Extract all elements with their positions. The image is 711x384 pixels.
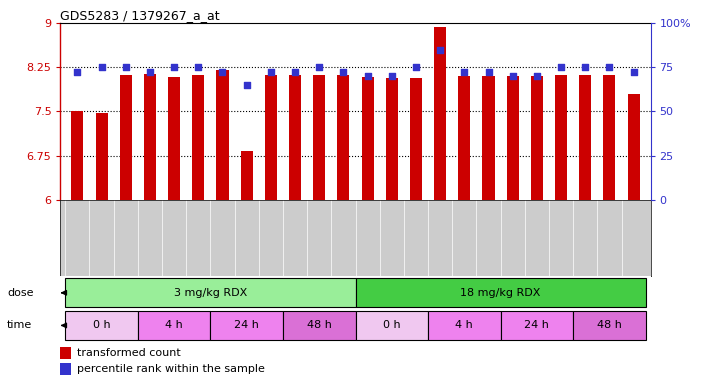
Text: transformed count: transformed count	[77, 348, 181, 358]
Point	[169, 64, 180, 70]
Bar	[119, 75, 132, 200]
Bar	[501, 311, 573, 340]
Bar	[264, 75, 277, 200]
Point	[96, 64, 107, 70]
Bar	[628, 94, 640, 200]
Bar	[144, 74, 156, 200]
Bar	[138, 311, 210, 340]
Bar	[65, 278, 356, 308]
Text: 0 h: 0 h	[92, 320, 110, 331]
Bar	[483, 76, 495, 200]
Point	[193, 64, 204, 70]
Bar	[289, 75, 301, 200]
Point	[410, 64, 422, 70]
Bar	[428, 311, 501, 340]
Bar	[507, 76, 519, 200]
Point	[314, 64, 325, 70]
Text: 48 h: 48 h	[306, 320, 331, 331]
Bar	[555, 75, 567, 200]
Point	[265, 70, 277, 76]
Bar	[313, 75, 325, 200]
Bar	[410, 78, 422, 200]
Text: 24 h: 24 h	[234, 320, 259, 331]
Point	[217, 70, 228, 76]
Bar	[573, 311, 646, 340]
Bar	[459, 76, 471, 200]
Point	[579, 64, 591, 70]
Text: 4 h: 4 h	[165, 320, 183, 331]
Point	[555, 64, 567, 70]
Bar	[356, 278, 646, 308]
Point	[507, 73, 518, 79]
Bar	[168, 77, 180, 200]
Text: time: time	[7, 320, 33, 331]
Bar	[531, 76, 543, 200]
Point	[459, 70, 470, 76]
Point	[434, 46, 446, 53]
Bar	[65, 311, 138, 340]
Text: GDS5283 / 1379267_a_at: GDS5283 / 1379267_a_at	[60, 9, 220, 22]
Text: 4 h: 4 h	[456, 320, 474, 331]
Point	[604, 64, 615, 70]
Text: 3 mg/kg RDX: 3 mg/kg RDX	[173, 288, 247, 298]
Point	[72, 70, 83, 76]
Bar	[240, 151, 252, 200]
Point	[531, 73, 542, 79]
Text: 0 h: 0 h	[383, 320, 400, 331]
Bar	[579, 75, 592, 200]
Bar	[210, 311, 283, 340]
Point	[338, 70, 349, 76]
Bar	[95, 113, 107, 200]
Bar	[216, 70, 228, 200]
Bar	[192, 75, 204, 200]
Bar	[356, 311, 428, 340]
Bar	[71, 111, 83, 200]
Bar	[362, 77, 374, 200]
Point	[362, 73, 373, 79]
Text: 24 h: 24 h	[525, 320, 550, 331]
Bar	[386, 78, 398, 200]
Text: percentile rank within the sample: percentile rank within the sample	[77, 364, 264, 374]
Text: dose: dose	[7, 288, 33, 298]
Point	[289, 70, 301, 76]
Bar	[60, 363, 71, 375]
Bar	[283, 311, 356, 340]
Bar	[337, 75, 349, 200]
Point	[483, 70, 494, 76]
Point	[144, 70, 156, 76]
Point	[628, 70, 639, 76]
Point	[120, 64, 132, 70]
Point	[241, 82, 252, 88]
Text: 18 mg/kg RDX: 18 mg/kg RDX	[461, 288, 541, 298]
Bar	[434, 27, 447, 200]
Point	[386, 73, 397, 79]
Text: 48 h: 48 h	[597, 320, 622, 331]
Bar	[604, 75, 616, 200]
Bar	[60, 347, 71, 359]
